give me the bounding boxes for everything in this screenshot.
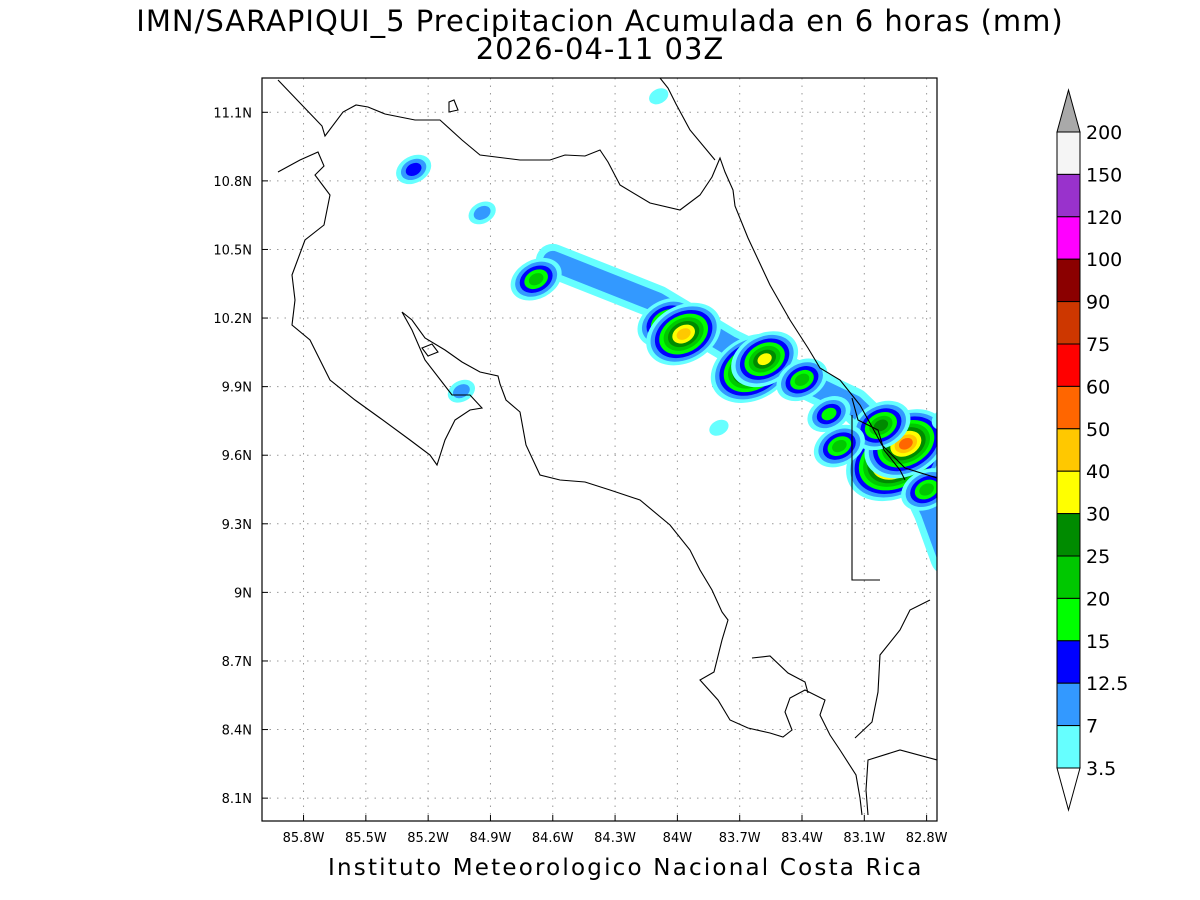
colorbar-label: 120 <box>1086 207 1122 229</box>
colorbar-swatch <box>1056 597 1081 642</box>
colorbar-swatch <box>1056 555 1081 599</box>
precip-contour <box>794 373 810 386</box>
graticule <box>262 78 937 821</box>
colorbar-legend: 200 150 120 100 90 75 60 50 40 30 25 20 15 12.5 7 3.5 <box>1056 88 1128 812</box>
colorbar-swatch <box>1056 258 1081 303</box>
tick-label-lat: 8.1N <box>222 792 252 807</box>
map-title: IMN/SARAPIQUI_5 Precipitacion Acumulada … <box>136 4 1064 38</box>
colorbar-label: 150 <box>1086 164 1122 186</box>
coastline-osa-west <box>751 655 809 694</box>
tick-label-lon: 84.3W <box>594 831 636 846</box>
tick-label-lat: 8.7N <box>222 655 252 670</box>
colorbar-label: 7 <box>1086 716 1098 738</box>
footer-credit: Instituto Meteorologico Nacional Costa R… <box>328 855 924 881</box>
precip-contour <box>649 88 669 105</box>
tick-label-lat: 9.6N <box>222 449 252 464</box>
colorbar-swatch <box>1056 682 1081 727</box>
tick-label-lat: 11.1N <box>213 106 252 121</box>
colorbar-label: 40 <box>1086 461 1110 483</box>
tick-label-lon: 84.9W <box>470 831 512 846</box>
colorbar-swatch <box>1056 301 1081 345</box>
coastline-lake-north-shore <box>659 78 716 161</box>
precip-contour <box>873 419 889 432</box>
tick-label-lat: 10.5N <box>213 243 252 258</box>
coastlines-and-borders <box>277 78 937 816</box>
precip-contour <box>919 483 934 496</box>
tick-label-lat: 9.3N <box>222 518 252 533</box>
tick-label-lon: 83.7W <box>719 831 761 846</box>
colorbar-label: 75 <box>1086 334 1110 356</box>
colorbar-swatch <box>1056 216 1081 260</box>
precip-contour <box>832 439 847 453</box>
precip-contour <box>473 205 491 220</box>
precip-contour <box>948 531 968 549</box>
precip-contour <box>936 411 937 426</box>
colorbar-swatch <box>1056 725 1081 769</box>
precip-contour <box>821 407 837 421</box>
tick-label-lat: 8.4N <box>222 724 252 739</box>
coastline-nicoya-west <box>277 151 863 816</box>
colorbar-swatch <box>1056 640 1081 684</box>
tick-label-lon: 85.2W <box>407 831 449 846</box>
precipitation-field <box>396 88 980 686</box>
colorbar-swatch <box>1056 343 1081 387</box>
precip-contour <box>941 660 963 680</box>
tick-label-lon: 82.8W <box>906 831 948 846</box>
tick-label-lat: 9.9N <box>222 381 252 396</box>
colorbar-label: 3.5 <box>1086 758 1116 780</box>
island-isla <box>448 99 459 113</box>
colorbar-swatch <box>1056 385 1081 430</box>
precip-contour <box>935 519 980 560</box>
colorbar-label: 25 <box>1086 546 1110 568</box>
colorbar-under-triangle <box>1056 767 1081 812</box>
colorbar-label: 100 <box>1086 249 1122 271</box>
colorbar-over-triangle <box>1056 88 1081 133</box>
colorbar-label: 50 <box>1086 419 1110 441</box>
tick-label-lon: 84.6W <box>532 831 574 846</box>
coastline-burica <box>865 749 937 816</box>
colorbar-label: 200 <box>1086 122 1122 144</box>
colorbar-swatch <box>1056 513 1081 557</box>
precip-contour <box>757 353 772 366</box>
coastline-nicaragua-north <box>277 79 937 479</box>
colorbar-swatch <box>1056 173 1081 218</box>
precip-contour <box>676 328 691 340</box>
map-frame <box>261 77 938 822</box>
axis-ticks: 85.8W 85.5W 85.2W 84.9W 84.6W 84.3W 84W 83.7W 83… <box>213 106 947 846</box>
precip-contour <box>934 654 969 686</box>
colorbar-swatch <box>1056 428 1081 472</box>
precip-contour <box>898 437 913 450</box>
precip-contour <box>528 273 544 286</box>
tick-label-lon: 84W <box>663 831 693 846</box>
colorbar-label: 60 <box>1086 376 1110 398</box>
tick-label-lon: 85.5W <box>345 831 387 846</box>
border-panama <box>851 397 906 581</box>
map-valid-time: 2026-04-11 03Z <box>475 32 725 66</box>
tick-label-lon: 83.1W <box>843 831 885 846</box>
colorbar-label: 15 <box>1086 631 1110 653</box>
precip-contour <box>405 162 422 177</box>
coastline-golfito <box>854 599 931 739</box>
colorbar-label: 30 <box>1086 504 1110 526</box>
colorbar-label: 12.5 <box>1086 673 1128 695</box>
tick-label-lon: 83.4W <box>781 831 823 846</box>
tick-label-lon: 85.8W <box>283 831 325 846</box>
tick-label-lat: 10.2N <box>213 312 252 327</box>
island-chira <box>421 343 439 357</box>
precip-contour <box>709 419 729 436</box>
colorbar-label: 90 <box>1086 292 1110 314</box>
colorbar-swatch <box>1056 470 1081 515</box>
tick-label-lat: 10.8N <box>213 175 252 190</box>
colorbar-label: 20 <box>1086 588 1110 610</box>
precip-contour <box>941 525 974 555</box>
colorbar-swatch <box>1056 131 1081 175</box>
tick-label-lat: 9N <box>234 586 252 601</box>
